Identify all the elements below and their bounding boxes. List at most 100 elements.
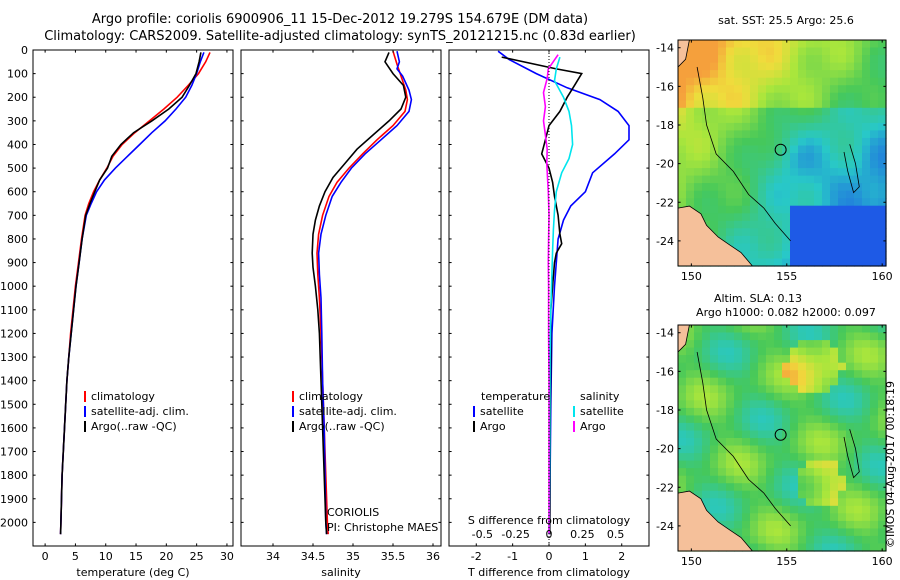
sla_map-heatmap-cell [830, 355, 839, 364]
depth-tick-label: 300 [7, 115, 28, 128]
sla_map-heatmap-cell [750, 468, 759, 477]
sst_map-heatmap-cell [782, 168, 791, 177]
sla_map-ytick-label: -14 [656, 327, 674, 340]
sst_map-heatmap-cell [702, 55, 711, 64]
sst_map-heatmap-cell [686, 198, 695, 207]
sla_map-heatmap-cell [798, 377, 807, 386]
sla_map-heatmap-cell [790, 445, 799, 454]
sla_map-heatmap-cell [686, 400, 695, 409]
sla_map-heatmap-cell [822, 355, 831, 364]
sla_map-heatmap-cell [814, 475, 823, 484]
sla_map-heatmap-cell [846, 340, 855, 349]
sst_map-heatmap-cell [750, 198, 759, 207]
sla_map-heatmap-cell [846, 520, 855, 529]
sst_map-heatmap-cell [694, 160, 703, 169]
sst_map-heatmap-cell [846, 137, 855, 146]
sst_map-heatmap-cell [742, 145, 751, 154]
sla_map-heatmap-cell [710, 438, 719, 447]
sst_map-heatmap-cell [726, 145, 735, 154]
figure-title-line1: Argo profile: coriolis 6900906_11 15-Dec… [91, 12, 589, 27]
sla_map-heatmap-cell [750, 392, 759, 401]
sla_map-heatmap-cell [878, 513, 887, 522]
sla_map-heatmap-cell [854, 453, 863, 462]
sst_map-heatmap-cell [686, 183, 695, 192]
sst_map-heatmap-cell [830, 198, 839, 207]
sst_map-heatmap-cell [822, 92, 831, 101]
sst_map-heatmap-cell [742, 137, 751, 146]
sst_map-heatmap-cell [734, 40, 743, 49]
sla_map-heatmap-cell [686, 347, 695, 356]
sla_map-heatmap-cell [750, 438, 759, 447]
sla_map-ytick-label: -24 [656, 520, 674, 533]
sst_map-heatmap-cell [854, 235, 863, 244]
sla_map-heatmap-cell [750, 528, 759, 537]
sla_map-heatmap-cell [790, 430, 799, 439]
sla_map-heatmap-cell [774, 513, 783, 522]
sla_map-heatmap-cell [838, 407, 847, 416]
sst_map-heatmap-cell [862, 130, 871, 139]
sst_map-heatmap-cell [870, 168, 879, 177]
sla_map-heatmap-cell [726, 325, 735, 334]
salinity-xtick-label: 34 [266, 550, 280, 563]
sst_map-heatmap-cell [726, 77, 735, 86]
sla_map-heatmap-cell [838, 377, 847, 386]
sla_map-heatmap-cell [758, 407, 767, 416]
difference-xtick-label: -2 [471, 550, 482, 563]
diff-legend-label-left: satellite [480, 405, 524, 418]
sst_map-heatmap-cell [686, 168, 695, 177]
sst_map-heatmap-cell [830, 130, 839, 139]
sst_map-heatmap-cell [830, 137, 839, 146]
sla_map-heatmap-cell [718, 332, 727, 341]
sla_map-heatmap-cell [742, 340, 751, 349]
sla_map-heatmap-cell [870, 370, 879, 379]
sst_map-heatmap-cell [734, 100, 743, 109]
sla_map-heatmap-cell [846, 483, 855, 492]
temperature-panel: 0 5 10 15 20 25 300100200300400500600700800900… [0, 44, 234, 579]
sst_map-heatmap-cell [806, 40, 815, 49]
sla_map-heatmap-cell [830, 362, 839, 371]
sst_map-heatmap-cell [766, 190, 775, 199]
sla_map-heatmap-cell [870, 392, 879, 401]
sla_map-heatmap-cell [774, 377, 783, 386]
sst_map-heatmap-cell [694, 55, 703, 64]
sst_map-heatmap-cell [806, 250, 815, 259]
sla_map-heatmap-cell [862, 377, 871, 386]
sla_map-heatmap-cell [702, 438, 711, 447]
sst_map-heatmap-cell [758, 250, 767, 259]
depth-tick-label: 500 [7, 162, 28, 175]
sla_map-heatmap-cell [710, 400, 719, 409]
sst_map-heatmap-cell [758, 77, 767, 86]
sla_map-heatmap-cell [726, 460, 735, 469]
sst_map-heatmap-cell [766, 115, 775, 124]
sla_map-heatmap-cell [694, 468, 703, 477]
sst_map-heatmap-cell [822, 213, 831, 222]
sst_map-heatmap-cell [814, 220, 823, 229]
sla_map-heatmap-cell [734, 407, 743, 416]
sst_map-heatmap-cell [814, 175, 823, 184]
sst_map-heatmap-cell [838, 190, 847, 199]
sst_map-heatmap-cell [678, 168, 687, 177]
sla_map-heatmap-cell [838, 528, 847, 537]
sst_map-heatmap-cell [870, 258, 879, 267]
sla_map-heatmap-cell [774, 422, 783, 431]
sla_map-heatmap-cell [838, 543, 847, 552]
sla_map-heatmap-cell [766, 438, 775, 447]
sla_map-heatmap-cell [726, 445, 735, 454]
sla_map-heatmap-cell [734, 377, 743, 386]
sla_map-heatmap-cell [838, 385, 847, 394]
sst_map-heatmap-cell [798, 213, 807, 222]
depth-tick-label: 700 [7, 209, 28, 222]
sla_map-heatmap-cell [830, 422, 839, 431]
sst_map-heatmap-cell [814, 130, 823, 139]
sst_map-heatmap-cell [702, 70, 711, 79]
sla_map-heatmap-cell [702, 445, 711, 454]
sst_map-heatmap-cell [838, 175, 847, 184]
sst_map-heatmap-cell [854, 183, 863, 192]
sla_map-heatmap-cell [774, 400, 783, 409]
sla_map-heatmap-cell [678, 438, 687, 447]
sst_map-heatmap-cell [846, 115, 855, 124]
sla_map-heatmap-cell [822, 370, 831, 379]
sla_map-heatmap-cell [814, 362, 823, 371]
sst_map-heatmap-cell [774, 70, 783, 79]
depth-tick-label: 400 [7, 138, 28, 151]
